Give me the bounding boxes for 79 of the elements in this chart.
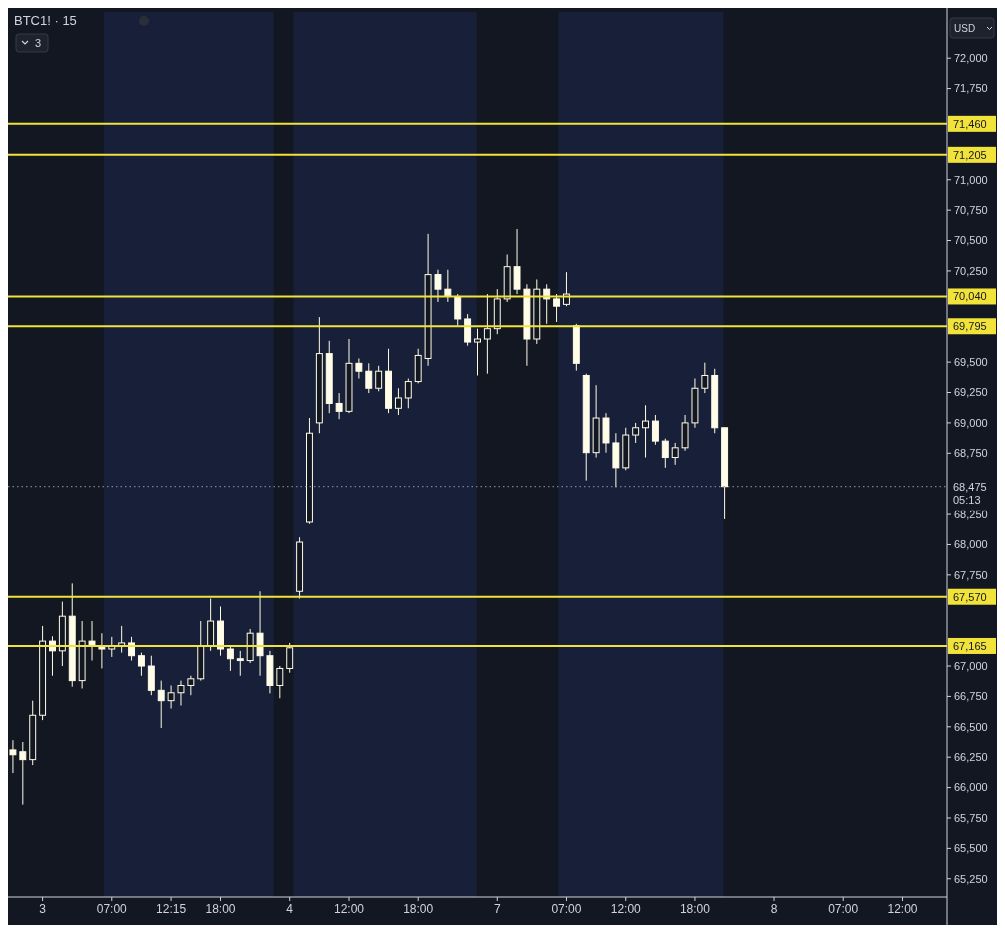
y-tick-label: 69,500 (954, 355, 988, 368)
x-tick-label: 07:00 (828, 902, 859, 916)
candlestick (513, 228, 521, 295)
y-tick-label: 66,250 (954, 751, 988, 764)
y-tick-label: 65,750 (954, 811, 988, 824)
candlestick (256, 590, 264, 677)
candlestick (167, 684, 175, 710)
ref-line-label: 67,570 (953, 590, 987, 603)
x-tick-label: 07:00 (551, 902, 582, 916)
x-tick-label: 18:00 (205, 902, 236, 916)
candlestick (642, 404, 649, 459)
candlestick (434, 269, 442, 303)
ref-line-label: 71,460 (953, 117, 987, 130)
candlestick (394, 387, 402, 416)
candlestick (365, 362, 373, 394)
candlestick (661, 438, 669, 469)
y-tick-label: 68,000 (954, 538, 988, 551)
candlestick (483, 293, 491, 375)
y-tick-label: 68,750 (954, 447, 988, 460)
candlestick (464, 313, 472, 347)
x-tick-label: 18:00 (679, 902, 711, 916)
chart-title: BTC1! · 15 (14, 13, 77, 28)
x-tick-label: 12:00 (610, 902, 642, 916)
price-label: 70,040 (948, 288, 996, 305)
candlestick (286, 642, 294, 674)
ref-line-label: 71,205 (953, 148, 987, 161)
x-tick-label: 8 (770, 902, 778, 916)
candlestick (671, 442, 679, 466)
x-tick-label: 12:15 (156, 902, 187, 916)
y-tick-label: 65,500 (954, 842, 988, 855)
ref-line-label: 68,475 05:13 (953, 480, 987, 506)
candlestick (137, 652, 145, 677)
y-tick-label: 71,000 (954, 173, 988, 186)
y-tick-label: 66,000 (954, 781, 988, 794)
x-tick-label: 7 (493, 902, 501, 916)
candlestick (474, 328, 481, 376)
y-tick-label: 66,750 (954, 690, 988, 703)
candlestick (9, 739, 17, 774)
x-tick-label: 12:00 (333, 902, 365, 916)
candlestick (157, 680, 165, 729)
y-tick-label: 70,500 (954, 234, 988, 247)
collapse-toggle: 3 (15, 33, 49, 53)
ref-line-label: 70,040 (953, 290, 987, 303)
candlestick (177, 680, 185, 707)
x-tick-label: 12:00 (887, 902, 918, 916)
currency-dropdown: USD (949, 17, 995, 39)
candlestick (335, 392, 343, 420)
candlestick (454, 293, 462, 327)
candlestick (276, 665, 284, 699)
y-tick-label: 72,000 (954, 52, 988, 65)
x-tick-label: 4 (286, 902, 294, 916)
x-tick-label: 3 (39, 902, 47, 916)
y-tick-label: 70,250 (954, 264, 988, 277)
y-tick-label: 70,750 (954, 204, 988, 216)
candlestick (187, 675, 195, 696)
y-tick-label: 67,750 (954, 568, 988, 581)
y-tick-label: 66,500 (954, 720, 988, 733)
candlestick (236, 650, 244, 677)
candlestick (651, 414, 659, 446)
candlestick (375, 365, 383, 392)
candlestick (88, 620, 96, 662)
ref-line-label: 69,795 (953, 320, 987, 333)
annotation: 3 (35, 37, 42, 49)
candlestick (632, 422, 640, 444)
y-tick-label: 67,000 (954, 659, 988, 672)
x-tick-label: 18:00 (403, 902, 434, 916)
candlestick (226, 645, 234, 672)
x-tick-label: 07:00 (96, 902, 128, 916)
price-label: 69,795 (948, 318, 996, 335)
candlestick (404, 378, 412, 409)
y-tick-label: 69,000 (954, 416, 988, 429)
candlestick (19, 741, 27, 806)
candlestick (355, 357, 363, 380)
candlestick (701, 362, 709, 394)
candlestick (553, 293, 561, 323)
ref-line-label: 67,165 (953, 639, 987, 652)
y-tick-label: 65,250 (954, 872, 988, 885)
y-tick-label: 71,750 (954, 82, 988, 95)
y-tick-label: 69,250 (954, 386, 988, 399)
